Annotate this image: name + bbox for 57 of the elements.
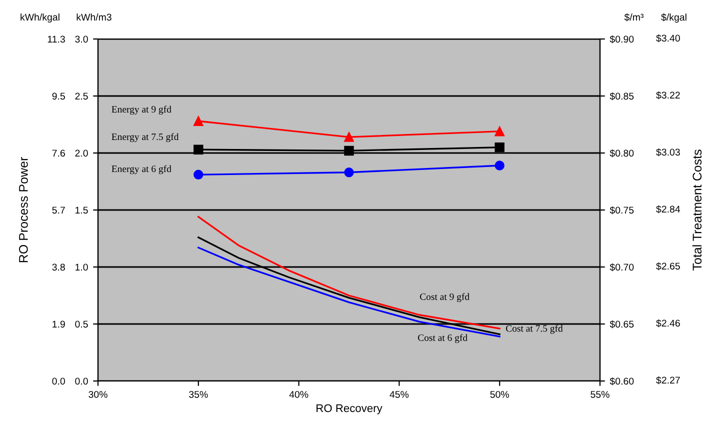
- x-axis-title: RO Recovery: [316, 404, 382, 414]
- x-tick-label: 50%: [490, 390, 509, 398]
- x-tick-label: 45%: [390, 391, 409, 398]
- text: $3.40: [656, 34, 680, 42]
- x-tick-label: 55%: [590, 391, 610, 398]
- text: $3.22: [656, 91, 680, 100]
- y-tick-label: 0.5: [75, 320, 88, 328]
- point: [344, 132, 354, 142]
- y-tick-label: 3.0: [75, 36, 88, 43]
- y2-axis-title: Total Treatment Costs: [692, 150, 702, 270]
- y-tick-label: 0.0: [75, 378, 88, 385]
- y2-tick-label: $0.75: [610, 206, 634, 214]
- point: [194, 116, 204, 126]
- line-series: [198, 216, 500, 330]
- series-label: Energy at 7.5 gfd: [112, 133, 179, 142]
- series-label: Cost at 6 gfd: [418, 334, 468, 344]
- point: [344, 146, 354, 156]
- text: $2.84: [656, 205, 680, 214]
- y2-tick-label: $0.70: [610, 263, 634, 272]
- point: [194, 144, 204, 154]
- y3-tick-label: 1.9: [52, 320, 65, 328]
- series-label: Cost at 9 gfd: [420, 293, 470, 302]
- y-tick-label: 2.0: [75, 150, 88, 157]
- y-axis-title: RO Process Power: [18, 157, 28, 262]
- y3-tick-label: 7.6: [52, 150, 65, 157]
- point: [494, 160, 504, 170]
- y-tick-label: 2.5: [75, 92, 88, 100]
- text: $/m³: [624, 13, 644, 22]
- y3-tick-label: 9.5: [52, 92, 65, 100]
- y3-tick-label: 5.7: [52, 206, 65, 214]
- text: Energy at 6 gfd: [112, 165, 172, 174]
- text: $2.27: [656, 376, 680, 384]
- text: $/kgal: [661, 13, 686, 23]
- text: $2.65: [656, 262, 680, 270]
- point: [344, 168, 354, 178]
- text: $2.46: [656, 319, 680, 328]
- point: [494, 142, 504, 152]
- point: [494, 126, 504, 136]
- series-label: Cost at 7.5 gfd: [506, 324, 563, 334]
- y2-tick-label: $0.85: [610, 92, 634, 100]
- x-tick-label: 30%: [88, 390, 108, 398]
- text: kWh/m3: [76, 13, 112, 21]
- y-tick-label: 1.5: [76, 206, 88, 214]
- y2-tick-label: $0.65: [610, 320, 634, 328]
- text: $3.03: [656, 148, 680, 156]
- point: [194, 170, 204, 180]
- y3-tick-label: 11.3: [48, 36, 65, 43]
- y2-tick-label: $0.80: [610, 149, 634, 158]
- y3-tick-label: 0.0: [52, 378, 65, 385]
- y-tick-label: 1.0: [76, 264, 88, 271]
- x-tick-label: 35%: [189, 390, 208, 398]
- y2-tick-label: $0.90: [610, 35, 634, 44]
- x-tick-label: 40%: [289, 390, 308, 398]
- y2-tick-label: $0.60: [610, 377, 634, 386]
- y3-tick-label: 3.8: [52, 264, 65, 271]
- text: kWh/kgal: [20, 13, 60, 23]
- text: Energy at 9 gfd: [112, 106, 172, 115]
